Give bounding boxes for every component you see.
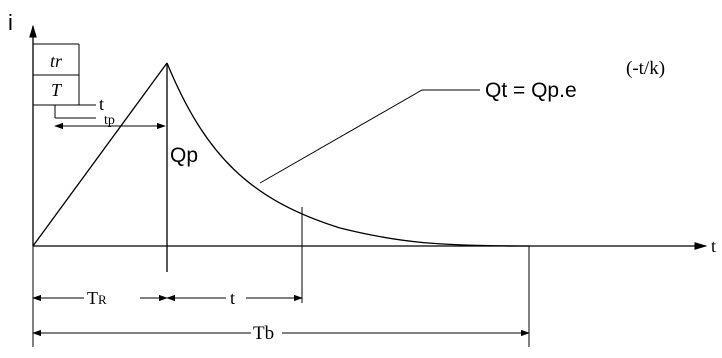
tr-label: tr [50,51,63,71]
formula-leader-line [259,89,480,184]
rising-limb [32,62,168,247]
formula-main: Qt = Qp.e [485,79,577,102]
tb-dim-label: Tb [253,323,274,344]
y-axis-label: i [8,10,13,35]
qp-label: Qp [170,144,198,167]
recession-curve [166,62,530,247]
rainfall-t-label: t [99,94,104,114]
rainfall-T-label: T [51,80,63,100]
x-axis-label: t [711,236,716,256]
tp-label: tp [104,113,115,128]
tr-dim-label: TR [87,288,107,308]
formula-exponent: (-t/k) [626,58,665,79]
t-dim-label: t [230,288,235,308]
rainfall-box [33,43,96,119]
